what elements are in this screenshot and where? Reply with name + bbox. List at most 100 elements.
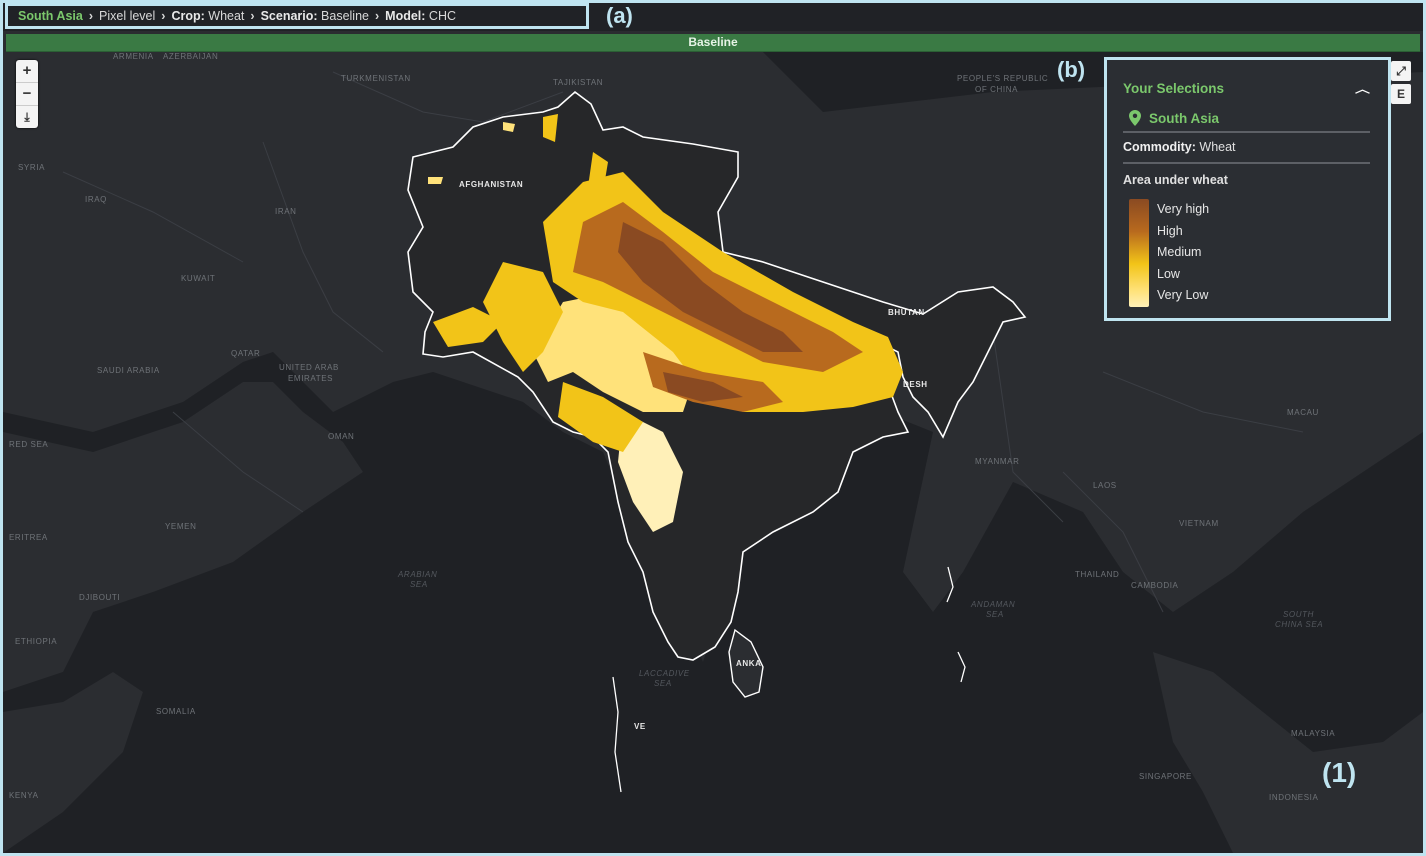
map-label: THAILAND xyxy=(1075,570,1120,579)
breadcrumb-crop[interactable]: Crop: Wheat xyxy=(171,9,244,23)
sea-label: CHINA SEA xyxy=(1275,620,1324,629)
map-label: VE xyxy=(634,722,646,731)
legend-class-very-high: Very high xyxy=(1157,202,1210,216)
map-label: SOMALIA xyxy=(156,707,196,716)
sea-label: ARABIAN xyxy=(398,570,438,579)
map-label: AFGHANISTAN xyxy=(459,180,524,189)
breadcrumb-chevron-icon: › xyxy=(250,9,255,23)
breadcrumb-level[interactable]: Pixel level xyxy=(99,9,156,23)
map-label: YEMEN xyxy=(165,522,197,531)
map-label: LAOS xyxy=(1093,481,1117,490)
map-label: AZERBAIJAN xyxy=(163,52,219,61)
breadcrumb-chevron-icon: › xyxy=(161,9,166,23)
land-mass-sri-lanka xyxy=(728,628,764,698)
map-label: OMAN xyxy=(328,432,355,441)
legend-class-low: Low xyxy=(1157,266,1180,281)
legend-class-very-low: Very Low xyxy=(1157,288,1209,302)
map-label: DJIBOUTI xyxy=(79,593,121,602)
map-label: MYANMAR xyxy=(975,457,1020,466)
map-label: ETHIOPIA xyxy=(15,637,58,646)
map-label: TAJIKISTAN xyxy=(553,78,604,87)
sea-label: SOUTH xyxy=(1283,610,1314,619)
breadcrumb-region[interactable]: South Asia xyxy=(18,9,83,23)
breadcrumb: South Asia › Pixel level › Crop: Wheat ›… xyxy=(5,3,589,29)
breadcrumb-model[interactable]: Model: CHC xyxy=(385,9,456,23)
legend-class-high: High xyxy=(1157,223,1183,238)
commodity-value: Wheat xyxy=(1199,140,1236,154)
wheat-medium-area xyxy=(558,382,643,452)
map-label: CAMBODIA xyxy=(1131,581,1179,590)
map-label: SAUDI ARABIA xyxy=(97,366,160,375)
wheat-low-patch xyxy=(503,122,515,132)
chevron-up-icon[interactable]: ︿ xyxy=(1354,83,1370,96)
zoom-in-button[interactable]: + xyxy=(16,60,38,83)
map-label: SYRIA xyxy=(18,163,46,172)
zoom-out-button[interactable]: − xyxy=(16,83,38,106)
map-label: ANKA xyxy=(736,659,762,668)
map-label: EMIRATES xyxy=(288,374,334,383)
map-label: PEOPLE'S REPUBLIC xyxy=(957,74,1049,83)
breadcrumb-scenario[interactable]: Scenario: Baseline xyxy=(261,9,369,23)
wheat-very-low-area xyxy=(618,412,683,532)
crop-prefix: Crop: xyxy=(171,9,205,23)
land-mass-africa xyxy=(3,672,143,853)
panel-label-a: (a) xyxy=(606,3,633,28)
legend-region-name: South Asia xyxy=(1149,110,1220,126)
selections-legend-panel: Your Selections ︿ South Asia Commodity: … xyxy=(1104,57,1391,321)
map-label: KENYA xyxy=(9,791,39,800)
legend-title: Your Selections xyxy=(1123,81,1225,96)
map-label: ARMENIA xyxy=(113,52,154,61)
map-label: ERITREA xyxy=(9,533,48,542)
legend-color-ramp xyxy=(1129,199,1149,307)
wheat-raster xyxy=(428,114,903,532)
wheat-medium-area xyxy=(483,262,563,372)
map-label: TURKMENISTAN xyxy=(341,74,411,83)
basemap-svg xyxy=(3,52,1423,853)
islands xyxy=(612,566,966,793)
map-label: MALAYSIA xyxy=(1291,729,1336,738)
panel-label-1: (1) xyxy=(1322,757,1357,788)
map-side-controls: ⤢ E xyxy=(1391,61,1411,107)
top-bar: South Asia › Pixel level › Crop: Wheat ›… xyxy=(0,0,1426,31)
map-label: KUWAIT xyxy=(181,274,216,283)
map-label: UNITED ARAB xyxy=(279,363,339,372)
breadcrumb-chevron-icon: › xyxy=(374,9,380,23)
panel-label-b: (b) xyxy=(1057,57,1086,82)
wheat-low-patch xyxy=(428,177,443,184)
crop-value: Wheat xyxy=(208,9,245,23)
download-icon[interactable]: ⤓ xyxy=(24,110,30,124)
map-label: DESH xyxy=(903,380,928,389)
export-button[interactable]: E xyxy=(1391,84,1411,104)
map-label: SINGAPORE xyxy=(1139,772,1192,781)
zoom-controls: + − ⤓ xyxy=(16,60,38,128)
sea-label: SEA xyxy=(986,610,1004,619)
legend-classes: Very high High Medium Low Very Low xyxy=(1157,199,1209,307)
location-pin-icon xyxy=(1129,110,1141,126)
map-label: IRAQ xyxy=(85,195,107,204)
wheat-very-high-area xyxy=(618,222,803,352)
scenario-value: Baseline xyxy=(321,9,369,23)
map-label: QATAR xyxy=(231,349,261,358)
land-mass-arabia xyxy=(3,382,363,692)
scenario-title-bar: Baseline xyxy=(6,34,1420,52)
country-borders xyxy=(62,71,1304,613)
wheat-very-high-area xyxy=(663,372,743,402)
map-label: BHUTAN xyxy=(888,308,925,317)
map-label: VIETNAM xyxy=(1179,519,1219,528)
scenario-prefix: Scenario: xyxy=(260,9,318,23)
land-mass-sea-asia xyxy=(1153,652,1423,853)
wheat-medium-patch xyxy=(433,307,503,347)
model-value: CHC xyxy=(428,9,457,23)
breadcrumb-chevron-icon: › xyxy=(88,9,93,23)
legend-class-medium: Medium xyxy=(1157,245,1202,259)
sea-label: LACCADIVE xyxy=(639,669,690,678)
fullscreen-icon[interactable]: ⤢ xyxy=(1391,61,1411,81)
wheat-medium-patch xyxy=(543,114,558,142)
legend-commodity: Commodity: Wheat xyxy=(1123,133,1370,164)
map-label: MACAU xyxy=(1287,408,1319,417)
wheat-medium-patch xyxy=(588,152,608,192)
sea-label: SEA xyxy=(654,679,672,688)
legend-area-title: Area under wheat xyxy=(1123,173,1228,187)
sea-label: SEA xyxy=(410,580,428,589)
map-label: INDONESIA xyxy=(1269,793,1319,802)
